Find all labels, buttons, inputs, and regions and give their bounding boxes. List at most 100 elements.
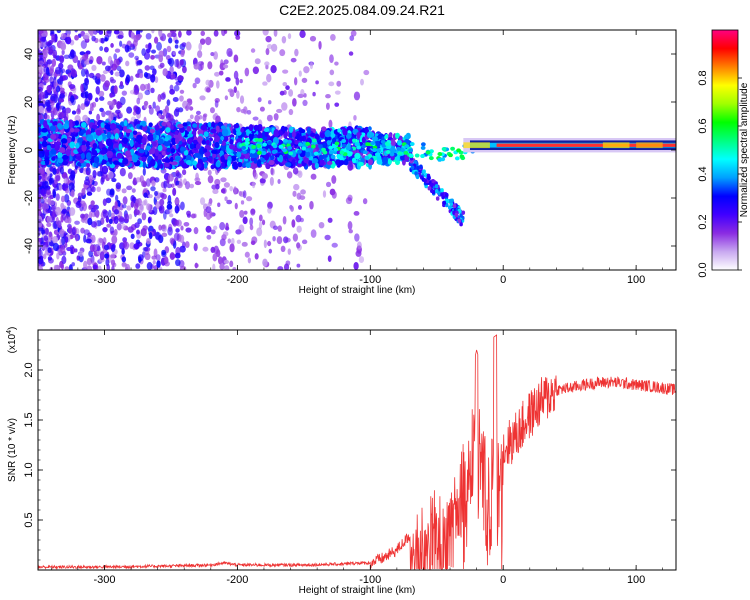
spectrogram-speckle <box>52 242 60 252</box>
spectrogram-speckle <box>45 208 52 214</box>
spectrogram-band-cell <box>220 155 225 163</box>
spectrogram-speckle <box>207 169 212 176</box>
spectrogram-speckle <box>220 188 226 194</box>
spectrogram-speckle <box>220 177 227 183</box>
spectrogram-band-cell <box>121 137 129 144</box>
spectrogram-band-cell <box>285 162 292 167</box>
spectrogram-speckle <box>65 36 72 45</box>
spectrogram-bright-cell <box>440 157 446 162</box>
spectrogram-speckle <box>50 33 56 43</box>
spectrogram-band-cell <box>278 154 284 163</box>
spectrogram-band-cell <box>374 152 381 157</box>
spectrogram-speckle <box>67 64 74 71</box>
snr-series-line <box>38 334 676 570</box>
spectrogram-speckle <box>233 86 237 93</box>
spectrogram-band-cell <box>138 148 145 154</box>
spectrogram-speckle <box>39 198 45 204</box>
spectrogram-band-cell <box>57 151 63 159</box>
spectrogram-band-cell <box>319 159 325 166</box>
spectrogram-speckle <box>169 237 175 245</box>
spectrogram-speckle <box>213 30 219 37</box>
spectrogram-band-cell <box>358 161 364 167</box>
spectrogram-band-cell <box>70 127 75 133</box>
spectrogram-speckle <box>254 253 259 260</box>
spectrogram-speckle <box>45 66 50 76</box>
spectrogram-speckle <box>115 182 122 190</box>
spectrogram-speckle <box>318 40 322 50</box>
spectrogram-speckle <box>68 225 73 235</box>
spectrogram-speckle <box>243 210 248 215</box>
spectrogram-speckle <box>116 100 122 110</box>
spectrogram-speckle <box>205 225 212 233</box>
spectrogram-speckle <box>146 262 153 270</box>
spectrogram-band-cell <box>73 128 80 133</box>
spectrogram-speckle <box>169 84 174 91</box>
colorbar-label: Normalized spectral amplitude <box>739 82 750 217</box>
x-tick-label: 0 <box>500 274 506 286</box>
spectrogram-speckle <box>93 30 98 35</box>
spectrogram-band-cell <box>170 148 176 154</box>
spectrogram-speckle <box>354 233 360 242</box>
spectrogram-speckle <box>240 200 245 205</box>
spectrogram-band-cell <box>185 160 192 165</box>
spectrogram-speckle <box>300 189 306 195</box>
spectrogram-speckle <box>154 177 160 183</box>
spectrogram-speckle <box>128 213 133 220</box>
spectrogram-speckle <box>97 237 103 246</box>
spectrogram-speckle <box>270 65 277 74</box>
spectrogram-band-cell <box>79 159 85 164</box>
spectrogram-speckle <box>301 239 308 245</box>
spectrogram-speckle <box>279 49 286 57</box>
spectrogram-tail-cell <box>454 212 459 218</box>
spectrogram-speckle <box>77 192 83 199</box>
spectrogram-tail-cell <box>457 218 462 223</box>
spectrogram-speckle <box>154 190 158 196</box>
spectrogram-speckle <box>62 212 67 221</box>
spectrogram-bright-cell <box>384 142 390 147</box>
colorbar-tick-label: 0.6 <box>697 118 709 133</box>
spectrogram-bright-cell <box>409 142 415 147</box>
spectrogram-speckle <box>206 234 212 240</box>
spectrogram-speckle <box>241 241 248 247</box>
spectrogram-speckle <box>186 102 191 109</box>
spectrogram-band-cell <box>41 127 48 133</box>
spectrogram-speckle <box>150 54 155 60</box>
spectrogram-speckle <box>108 209 112 218</box>
spectrogram-bright-cell <box>272 144 278 149</box>
spectrogram-speckle <box>55 193 60 201</box>
spectrogram-bright-cell <box>397 151 403 156</box>
spectrogram-band-cell <box>114 133 119 140</box>
spectrogram-speckle <box>194 114 200 123</box>
spectrogram-speckle <box>154 76 159 84</box>
spectrogram-speckle <box>60 166 64 175</box>
spectrogram-band-cell <box>152 133 157 139</box>
spectrogram-speckle <box>102 198 107 207</box>
spectrogram-band-cell <box>63 123 70 130</box>
spectrogram-speckle <box>95 85 100 95</box>
spectrogram-band-cell <box>221 128 229 137</box>
spectrogram-speckle <box>52 235 59 244</box>
spectrogram-band-cell <box>164 158 171 163</box>
spectrogram-speckle <box>71 110 77 115</box>
spectrogram-speckle <box>290 205 294 212</box>
spectrogram-bright-cell <box>251 144 257 149</box>
spectrogram-speckle <box>145 32 152 40</box>
spectrogram-speckle <box>229 243 235 253</box>
spectrogram-band-cell <box>330 154 336 160</box>
spectrogram-speckle <box>74 220 80 225</box>
spectrogram-band-cell <box>314 133 320 141</box>
spectrogram-speckle <box>38 255 44 265</box>
spectrogram-speckle <box>292 98 297 107</box>
spectrogram-speckle <box>108 218 113 225</box>
spectrogram-speckle <box>276 236 283 245</box>
spectrogram-tail-cell <box>430 182 434 188</box>
spectrogram-speckle <box>197 61 205 66</box>
spectrogram-speckle <box>207 201 212 207</box>
spectrogram-speckle <box>299 195 306 200</box>
spectrogram-speckle <box>82 114 89 122</box>
spectrogram-bright-cell <box>317 144 323 149</box>
spectrogram-speckle <box>281 35 287 44</box>
spectrogram-speckle <box>325 181 332 188</box>
spectrogram-speckle <box>113 53 118 60</box>
spectrogram-speckle <box>174 198 180 205</box>
